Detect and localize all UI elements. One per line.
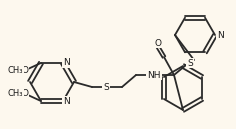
Text: CH₃: CH₃ — [7, 66, 23, 75]
Text: S: S — [103, 83, 109, 91]
Text: S: S — [187, 58, 193, 67]
Text: O: O — [155, 38, 161, 47]
Text: O: O — [21, 66, 29, 75]
Text: N: N — [217, 30, 223, 39]
Text: O: O — [21, 88, 29, 98]
Text: NH: NH — [147, 71, 161, 79]
Text: N: N — [63, 96, 69, 106]
Text: N: N — [63, 58, 69, 67]
Text: CH₃: CH₃ — [7, 88, 23, 98]
